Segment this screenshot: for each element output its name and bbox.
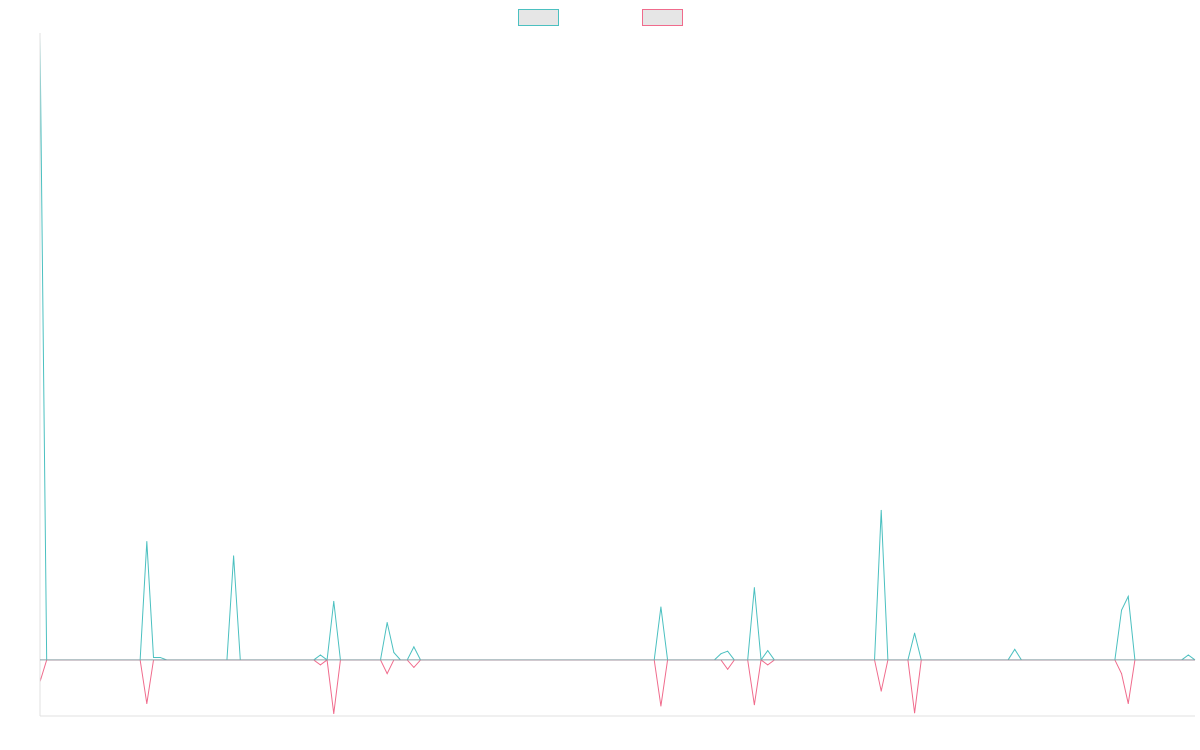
series-1-point[interactable]	[914, 632, 916, 634]
series-2-area	[40, 659, 1195, 714]
series-2-point[interactable]	[914, 712, 916, 714]
series-1-point[interactable]	[1187, 654, 1189, 656]
series-2-point[interactable]	[319, 664, 321, 666]
series-1-point[interactable]	[413, 646, 415, 648]
series-2-point[interactable]	[660, 705, 662, 707]
series-1-point[interactable]	[1127, 595, 1129, 597]
series-2-point[interactable]	[413, 666, 415, 668]
series-2-point[interactable]	[386, 673, 388, 675]
series-1-point[interactable]	[753, 587, 755, 589]
series-1-point[interactable]	[386, 622, 388, 624]
series-1-point[interactable]	[393, 651, 395, 653]
series-1-point[interactable]	[720, 653, 722, 655]
series-2-point[interactable]	[333, 713, 335, 715]
series-1-point[interactable]	[727, 650, 729, 652]
series-2-point[interactable]	[1127, 703, 1129, 705]
series-1-point[interactable]	[1121, 609, 1123, 611]
legend-swatch[interactable]	[518, 9, 559, 26]
series-2-point[interactable]	[753, 704, 755, 706]
series-1-point[interactable]	[146, 541, 148, 543]
series-1-point[interactable]	[319, 654, 321, 656]
series-2-point[interactable]	[727, 668, 729, 670]
series-1-point[interactable]	[880, 509, 882, 511]
axes-layer	[39, 33, 1195, 717]
legend-item-2[interactable]	[642, 9, 683, 26]
series-2-point[interactable]	[880, 690, 882, 692]
series-2-point[interactable]	[146, 703, 148, 705]
series-2-point[interactable]	[1121, 673, 1123, 675]
legend	[518, 9, 683, 26]
series-2-line	[39, 659, 1195, 714]
series-1-point[interactable]	[233, 555, 235, 557]
legend-swatch[interactable]	[642, 9, 683, 26]
series-layer	[39, 36, 1196, 715]
legend-item-1[interactable]	[518, 9, 559, 26]
series-1-point[interactable]	[333, 600, 335, 602]
series-1-point[interactable]	[767, 650, 769, 652]
series-2-point[interactable]	[767, 664, 769, 666]
series-1-area	[40, 37, 1195, 660]
series-1-line	[39, 36, 1196, 662]
series-1-point[interactable]	[1014, 648, 1016, 650]
series-1-point[interactable]	[153, 656, 154, 658]
series-1-point[interactable]	[159, 656, 161, 658]
series-1-point[interactable]	[660, 606, 662, 608]
